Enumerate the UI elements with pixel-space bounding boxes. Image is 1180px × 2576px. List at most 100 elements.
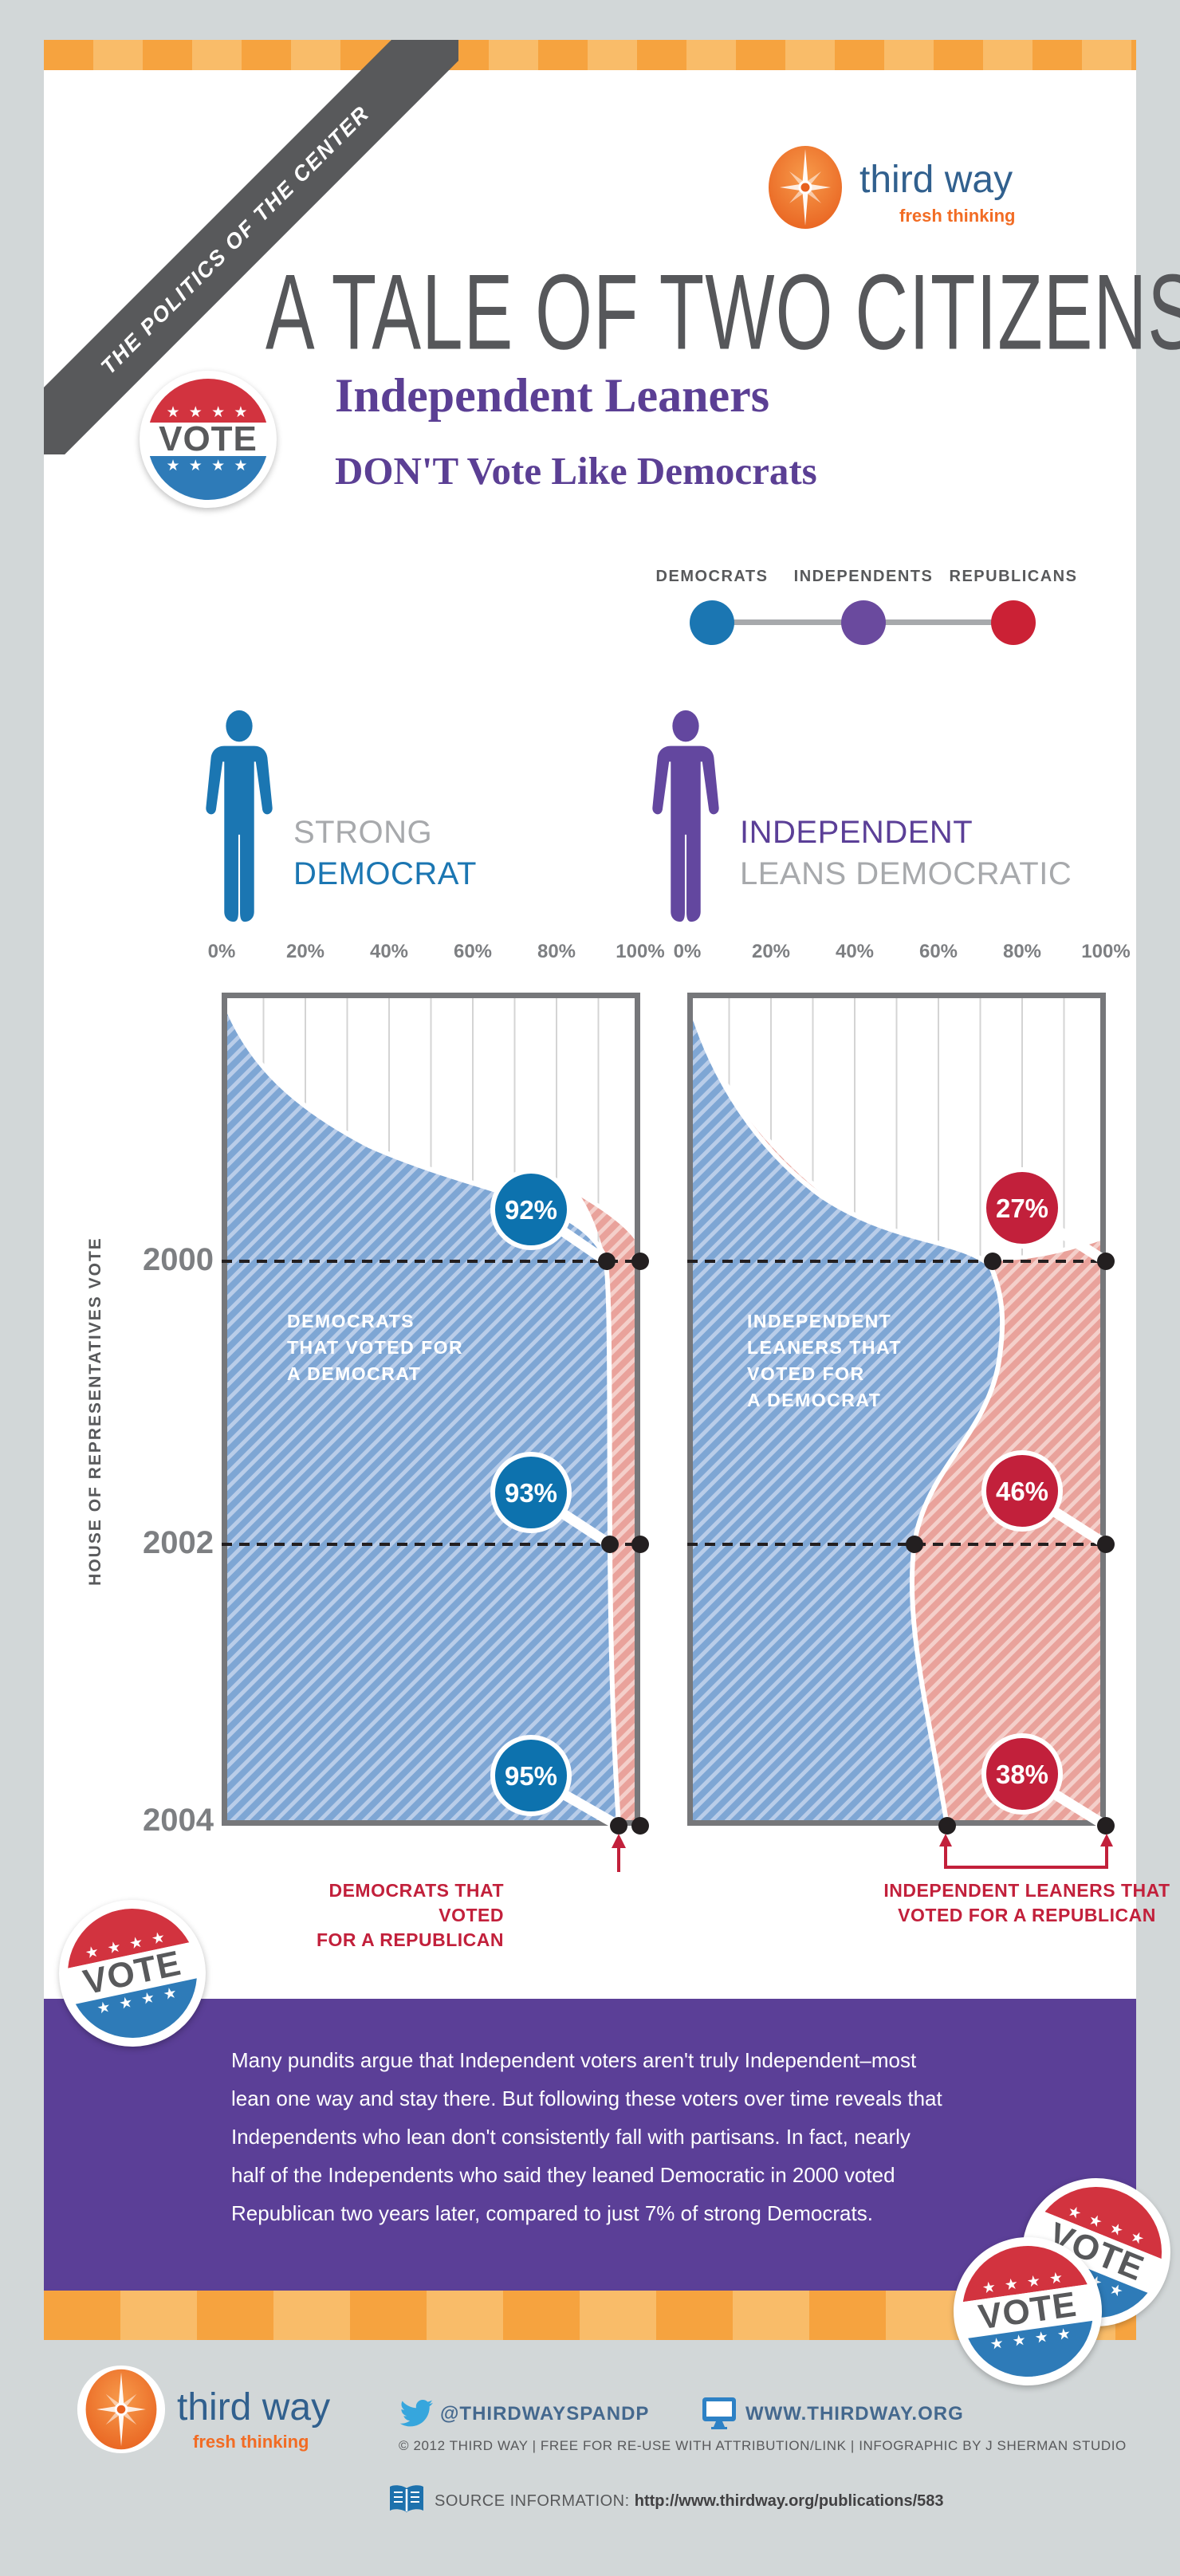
svg-text:DEMOCRATS: DEMOCRATS	[287, 1311, 415, 1331]
summary-band	[44, 1999, 1136, 2291]
year-2000: 2000	[143, 1242, 214, 1277]
callout-27: 27%	[996, 1194, 1048, 1223]
chart-strong-democrat: DEMOCRATS THAT VOTED FOR A DEMOCRAT 92% …	[219, 992, 649, 1835]
year-2002: 2002	[143, 1525, 214, 1560]
area-democrat-voted-republican	[579, 1194, 640, 1826]
vote-badge-face: ★ ★ ★ ★ VOTE ★ ★ ★ ★	[954, 2237, 1102, 2385]
thirdway-logo-tagline: fresh thinking	[899, 206, 1016, 226]
source-label: SOURCE INFORMATION:	[435, 2492, 635, 2510]
vote-badge-face: ★ ★ ★ ★ VOTE ★ ★ ★ ★	[148, 379, 269, 500]
thirdway-logo-name: third way	[859, 159, 1013, 201]
persona-left-line2: DEMOCRAT	[293, 856, 477, 891]
blue-area-outline	[685, 992, 1005, 1827]
badge-vote-label: VOTE	[159, 419, 258, 458]
area-leaner-voted-republican	[687, 993, 1106, 1826]
area-democrat-voted-democrat	[222, 993, 619, 1826]
tick-right-20: 20%	[751, 941, 791, 962]
footer-logo-name: third way	[177, 2386, 331, 2429]
source-url-link[interactable]: http://www.thirdway.org/publications/583	[634, 2492, 944, 2510]
tick-left-80: 80%	[537, 941, 576, 962]
summary-line: lean one way and stay there. But followi…	[231, 2086, 942, 2110]
persona-right-line1: INDEPENDENT	[740, 815, 974, 850]
callout-bubbles: 27% 46% 38%	[981, 1167, 1063, 1815]
svg-text:VOTED FOR: VOTED FOR	[747, 1363, 865, 1384]
tick-left-20: 20%	[285, 941, 325, 962]
top-orange-band	[44, 40, 1136, 70]
callout-93: 93%	[505, 1478, 557, 1508]
independent-leaner-person-icon	[652, 710, 719, 922]
persona-right-line2: LEANS DEMOCRATIC	[740, 856, 1072, 891]
area-leaner-voted-democrat	[687, 993, 1003, 1826]
monitor-icon	[702, 2397, 736, 2429]
tick-left-100: 100%	[616, 941, 665, 962]
strong-democrat-person-icon	[206, 710, 273, 922]
svg-text:A DEMOCRAT: A DEMOCRAT	[747, 1390, 881, 1410]
svg-text:THAT VOTED FOR: THAT VOTED FOR	[287, 1337, 463, 1358]
year-2004: 2004	[143, 1803, 214, 1838]
badge-red-band: ★ ★ ★ ★	[148, 379, 269, 423]
twitter-handle-link[interactable]: @THIRDWAYSPANDP	[440, 2403, 650, 2425]
callout-bubbles: 92% 93% 95%	[490, 1169, 572, 1816]
y-axis-label: HOUSE OF REPRESENTATIVES VOTE	[86, 1237, 104, 1586]
callout-38: 38%	[996, 1760, 1048, 1789]
right-chart-footnote: INDEPENDENT LEANERS THAT VOTED FOR A REP…	[882, 1878, 1172, 1928]
summary-paragraph: Many pundits argue that Independent vote…	[231, 2041, 942, 2232]
tick-left-60: 60%	[453, 941, 493, 962]
chart-independent-leaners: INDEPENDENT LEANERS THAT VOTED FOR A DEM…	[685, 992, 1115, 1835]
tick-right-80: 80%	[1002, 941, 1042, 962]
callout-95: 95%	[505, 1761, 557, 1791]
tick-right-0: 0%	[673, 941, 702, 962]
copyright-line: © 2012 THIRD WAY | FREE FOR RE-USE WITH …	[399, 2438, 1127, 2453]
legend-label-democrats: DEMOCRATS	[655, 568, 769, 585]
legend-dot-independents	[841, 600, 886, 645]
right-republican-bracket-icon	[939, 1834, 1113, 1869]
left-footnote-line2: FOR A REPUBLICAN	[316, 1929, 504, 1950]
tick-left-0: 0%	[207, 941, 236, 962]
subtitle-line2: DON'T Vote Like Democrats	[335, 449, 817, 493]
callout-46: 46%	[996, 1477, 1048, 1506]
chart-border	[687, 993, 1106, 1826]
data-dots	[906, 1253, 1115, 1835]
persona-left-line1: STRONG	[293, 815, 433, 850]
summary-line: Many pundits argue that Independent vote…	[231, 2048, 917, 2072]
area-label: INDEPENDENT LEANERS THAT VOTED FOR A DEM…	[747, 1311, 902, 1410]
twitter-icon	[399, 2400, 433, 2427]
legend-label-republicans: REPUBLICANS	[949, 568, 1078, 585]
svg-text:LEANERS THAT: LEANERS THAT	[747, 1337, 902, 1358]
tick-left-40: 40%	[369, 941, 409, 962]
left-chart-footnote: DEMOCRATS THAT VOTED FOR A REPUBLICAN	[263, 1878, 504, 1953]
data-dots	[598, 1253, 649, 1835]
stars-icon: ★ ★ ★ ★	[166, 403, 250, 421]
right-footnote-line2: VOTED FOR A REPUBLICAN	[898, 1905, 1156, 1925]
badge-white-band: VOTE	[148, 419, 269, 458]
summary-line: half of the Independents who said they l…	[231, 2163, 895, 2187]
website-link[interactable]: WWW.THIRDWAY.ORG	[745, 2403, 964, 2425]
badge-blue-band: ★ ★ ★ ★	[148, 456, 269, 500]
legend-label-independents: INDEPENDENTS	[793, 568, 934, 585]
tick-right-60: 60%	[918, 941, 958, 962]
left-footnote-line1: DEMOCRATS THAT VOTED	[328, 1880, 504, 1925]
right-footnote-line1: INDEPENDENT LEANERS THAT	[883, 1880, 1170, 1901]
summary-line: Republican two years later, compared to …	[231, 2201, 873, 2225]
callout-92: 92%	[505, 1195, 557, 1225]
tick-right-40: 40%	[835, 941, 875, 962]
chart-border	[222, 993, 640, 1826]
book-icon	[390, 2485, 423, 2512]
page-title: A TALE OF TWO CITIZENS	[266, 251, 1180, 372]
summary-line: Independents who lean don't consistently…	[231, 2125, 911, 2149]
left-republican-arrow-icon	[612, 1834, 626, 1872]
stars-icon: ★ ★ ★ ★	[166, 458, 250, 475]
subtitle-line1: Independent Leaners	[335, 369, 770, 422]
source-info: SOURCE INFORMATION: http://www.thirdway.…	[435, 2492, 944, 2511]
legend-dot-democrats	[690, 600, 734, 645]
tick-right-100: 100%	[1081, 941, 1131, 962]
thirdway-compass-icon	[77, 2365, 166, 2454]
svg-text:INDEPENDENT: INDEPENDENT	[747, 1311, 891, 1331]
legend-dot-republicans	[991, 600, 1036, 645]
svg-text:A DEMOCRAT: A DEMOCRAT	[287, 1363, 421, 1384]
thirdway-compass-icon	[760, 142, 851, 233]
footer-logo-tagline: fresh thinking	[193, 2432, 309, 2452]
area-label: DEMOCRATS THAT VOTED FOR A DEMOCRAT	[287, 1311, 463, 1384]
vote-badge: ★ ★ ★ ★ VOTE ★ ★ ★ ★	[140, 371, 277, 508]
